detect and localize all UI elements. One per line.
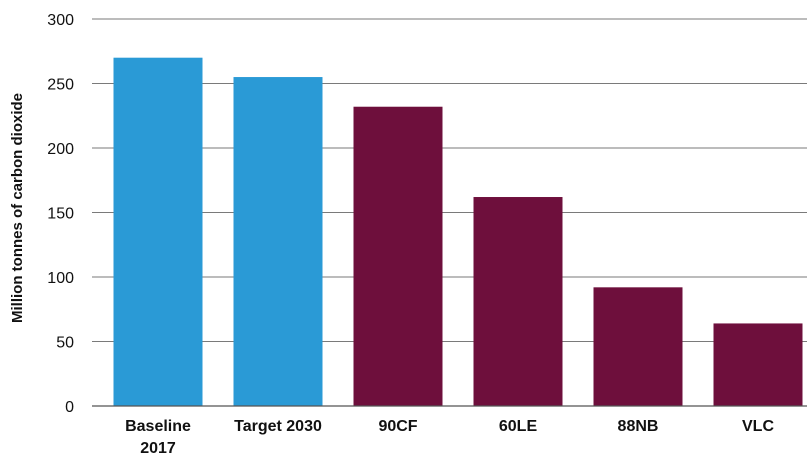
bar (713, 323, 803, 406)
y-tick-label: 250 (47, 77, 74, 94)
bar (233, 77, 323, 407)
bar (473, 197, 563, 406)
y-axis-ticks: 0 50 100 150 200 250 300 (47, 12, 74, 416)
bar (113, 57, 203, 406)
x-category-label: Baseline (125, 418, 191, 435)
x-category-label: 2017 (140, 440, 176, 457)
x-axis-categories: Baseline 2017 Target 2030 90CF 60LE 88NB VLC (125, 418, 774, 457)
x-category-label: 90CF (378, 418, 417, 435)
bar (353, 106, 443, 406)
gridlines (92, 18, 807, 342)
y-tick-label: 100 (47, 270, 74, 287)
y-tick-label: 150 (47, 206, 74, 223)
bars (113, 57, 803, 407)
y-tick-label: 50 (56, 335, 74, 352)
bar (593, 287, 683, 406)
x-category-label: Target 2030 (234, 418, 322, 435)
y-axis-title: Million tonnes of carbon dioxide (9, 93, 26, 323)
x-category-label: VLC (742, 418, 774, 435)
x-category-label: 60LE (499, 418, 538, 435)
x-category-label: 88NB (618, 418, 659, 435)
y-tick-label: 200 (47, 141, 74, 158)
y-tick-label: 300 (47, 12, 74, 29)
y-tick-label: 0 (65, 399, 74, 416)
